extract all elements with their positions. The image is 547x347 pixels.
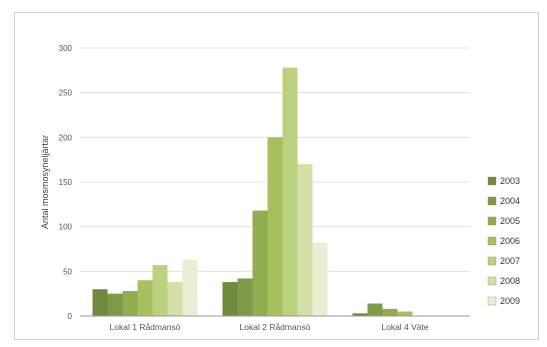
legend-label-2003: 2003	[500, 176, 520, 186]
x-category-label: Lokal 4 Väte	[381, 322, 429, 332]
y-tick-label: 50	[63, 267, 72, 276]
y-tick-label: 0	[68, 312, 73, 321]
legend-swatch-2006	[487, 236, 497, 246]
legend-swatch-2004	[487, 196, 497, 206]
bar-2007-2	[282, 67, 298, 316]
bar-2005-1	[122, 290, 138, 316]
legend-label-2008: 2008	[500, 276, 520, 286]
axes: 0 50 100 150 200 250 300 Antal mosmosyneljärtar…	[40, 44, 470, 332]
legend-label-2004: 2004	[500, 196, 520, 206]
bar-2004-3	[367, 303, 383, 316]
bar-2008-1	[167, 282, 183, 316]
legend-label-2005: 2005	[500, 216, 520, 226]
bar-2003-2	[222, 282, 238, 316]
bar-2003-3	[352, 313, 368, 316]
bar-2006-3	[397, 311, 413, 316]
bar-2003-1	[92, 289, 108, 316]
legend-swatch-2009	[487, 296, 497, 306]
bar-2008-2	[297, 164, 313, 316]
y-tick-label: 150	[59, 178, 73, 187]
legend-swatch-2008	[487, 276, 497, 286]
x-category-label: Lokal 1 Rådmansö	[110, 322, 181, 332]
legend-label-2006: 2006	[500, 236, 520, 246]
y-tick-label: 200	[59, 133, 73, 142]
y-tick-label: 250	[59, 89, 73, 98]
gridlines	[80, 47, 470, 272]
bar-2004-1	[107, 293, 123, 316]
bar-2007-1	[152, 265, 168, 316]
y-axis-title: Antal mosmosyneljärtar	[40, 135, 50, 229]
bar-2009-1	[182, 259, 198, 316]
bar-2009-2	[312, 242, 328, 316]
bar-2005-2	[252, 210, 268, 316]
legend-label-2009: 2009	[500, 296, 520, 306]
y-tick-label: 300	[59, 44, 73, 53]
legend: 2003 2004 2005 2006 2007 2008 2009	[487, 176, 520, 306]
bar-2006-1	[137, 280, 153, 316]
bar-2006-2	[267, 137, 283, 316]
bar-2004-2	[237, 278, 253, 316]
y-tick-label: 100	[59, 223, 73, 232]
x-category-label: Lokal 2 Rådmansö	[240, 322, 311, 332]
bars	[92, 67, 413, 316]
legend-swatch-2007	[487, 256, 497, 266]
legend-swatch-2003	[487, 176, 497, 186]
bar-2005-3	[382, 308, 398, 316]
legend-label-2007: 2007	[500, 256, 520, 266]
legend-swatch-2005	[487, 216, 497, 226]
